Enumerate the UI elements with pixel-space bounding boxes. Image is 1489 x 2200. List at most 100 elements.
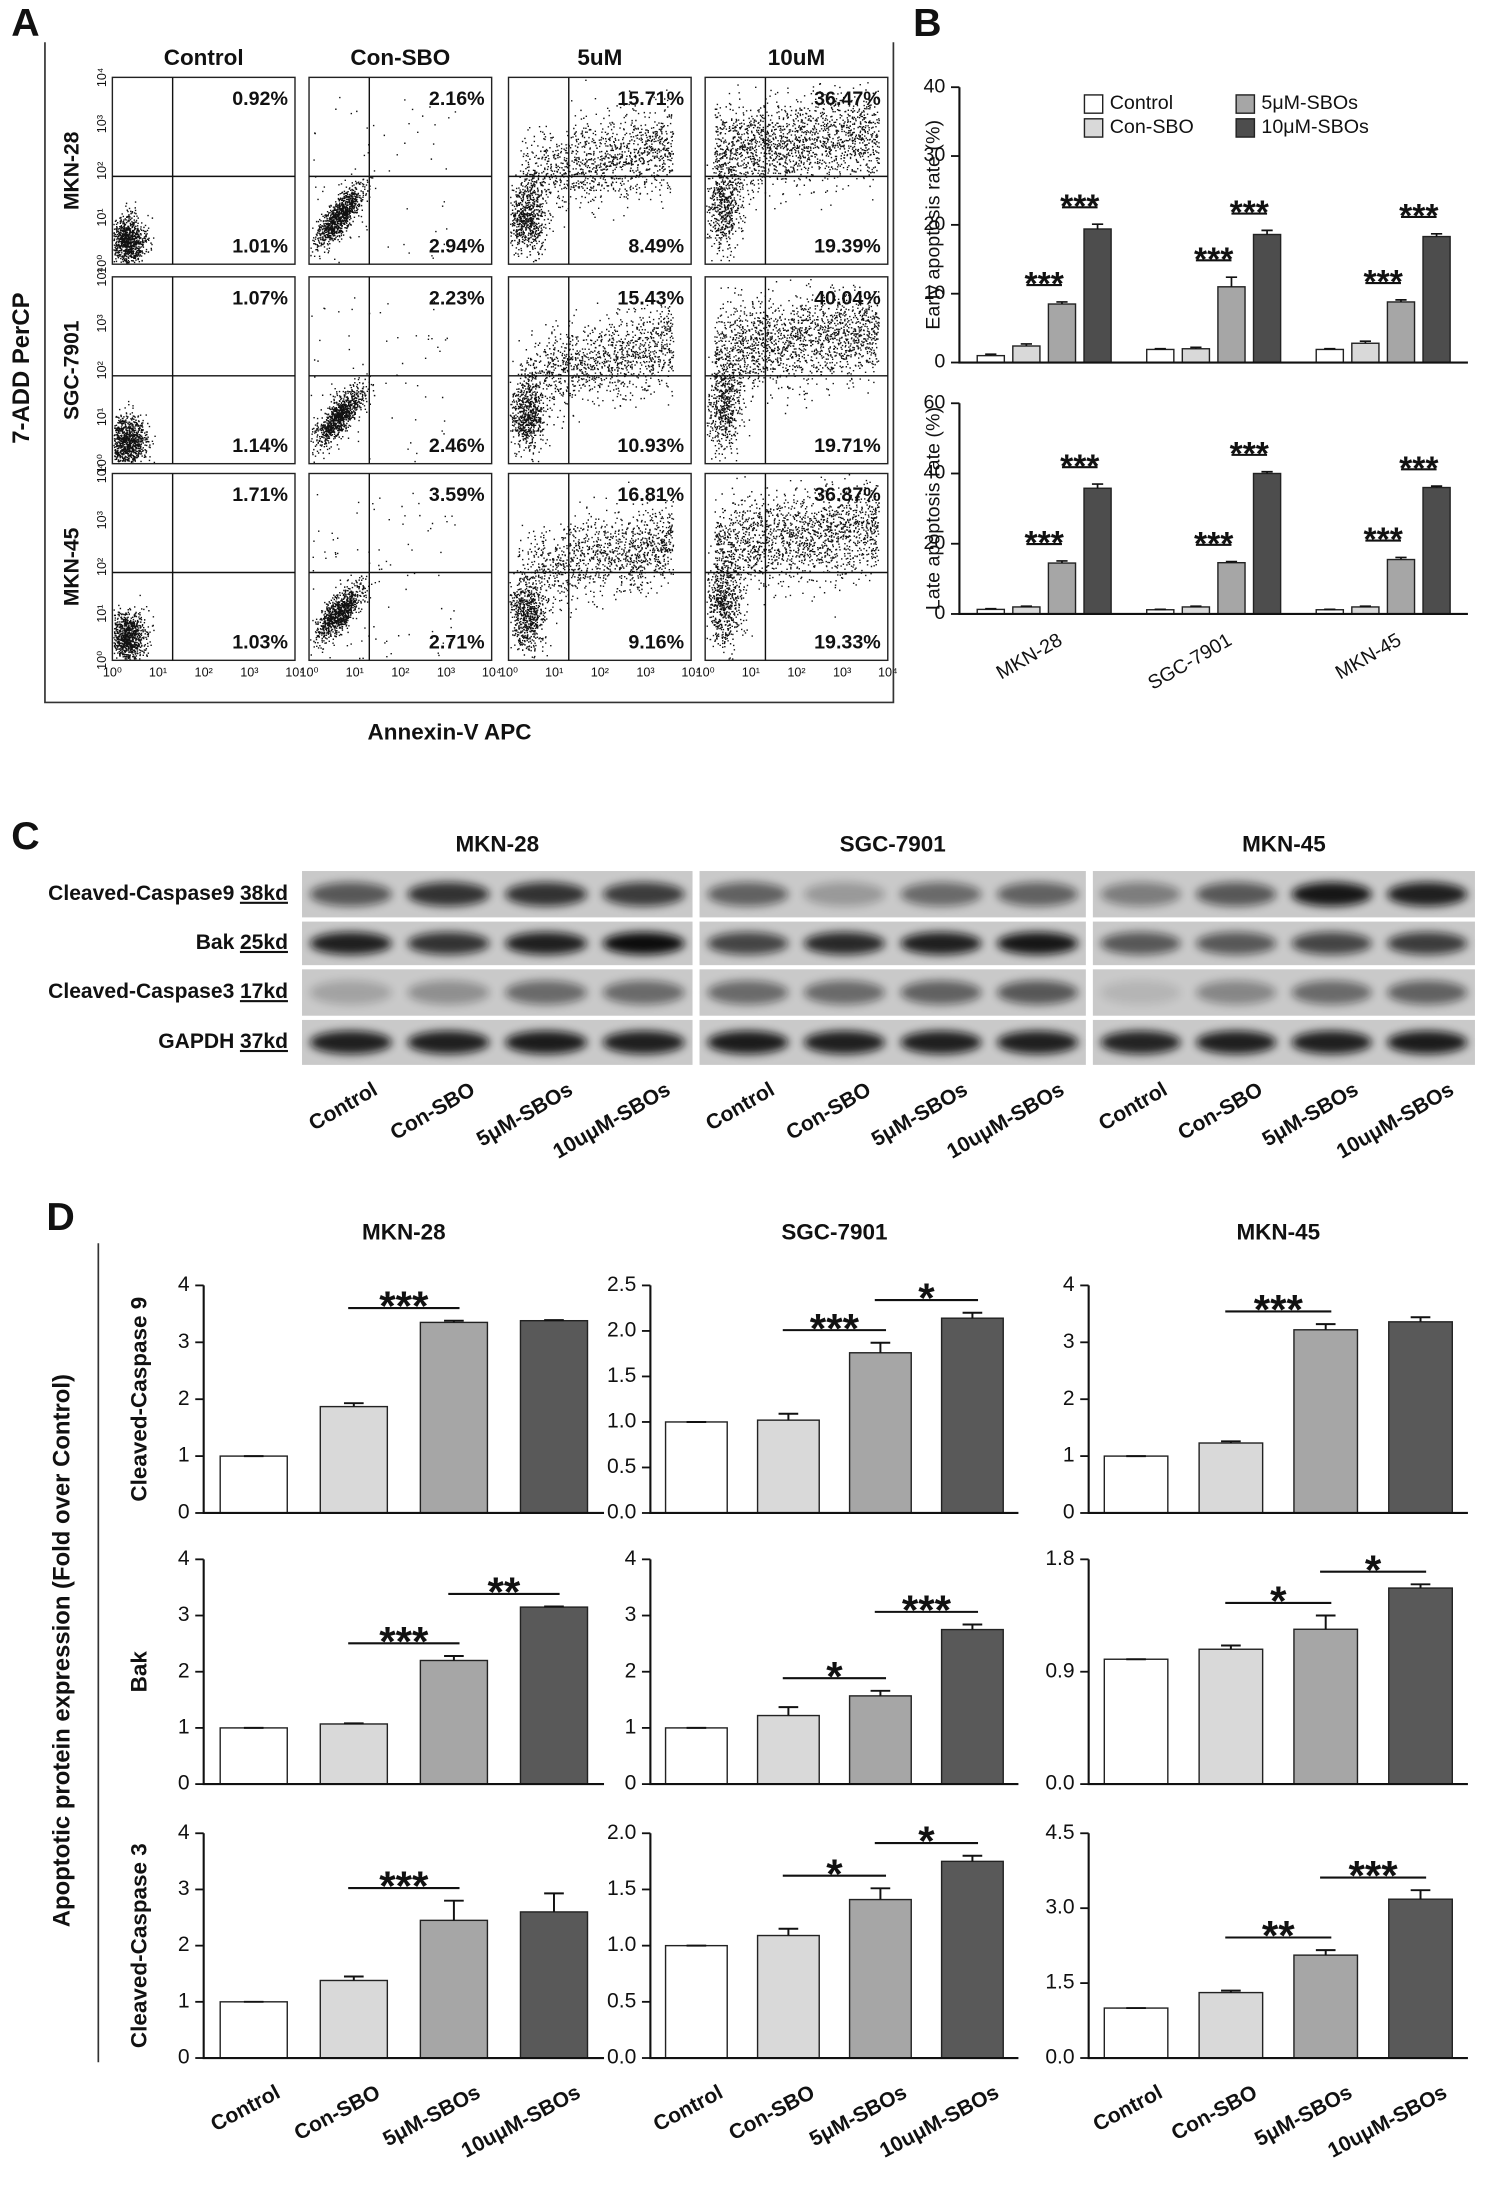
axis-title: Annexin-V APC (368, 719, 532, 744)
blot-band (1100, 1030, 1181, 1055)
bar (219, 1455, 288, 1514)
lane-label: Control (702, 1078, 778, 1135)
y-tick-label: 4 (625, 1547, 637, 1570)
error-bar (343, 1722, 364, 1725)
y-tick-label: 20 (923, 213, 945, 235)
quadrant-percent: 0.92% (232, 88, 288, 110)
bar (848, 1695, 912, 1785)
y-tick-label: 1 (178, 1715, 190, 1738)
y-tick-label: 2 (178, 1387, 190, 1410)
flow-plot-box (308, 472, 493, 662)
quadrant-percent: 10.93% (617, 435, 684, 457)
bar (664, 1421, 728, 1514)
panel-letter: A (11, 1, 39, 45)
bar (848, 1898, 912, 2059)
bar (1217, 561, 1246, 615)
quadrant-percent: 3.59% (429, 484, 485, 506)
bar (219, 2001, 288, 2059)
bar (519, 1911, 589, 2059)
legend-label: Control (1110, 92, 1173, 114)
y-axis-title: Cleaved-Caspase 9 (126, 1297, 151, 1502)
x-tick-label: 10³ (636, 665, 654, 679)
quadrant-percent: 40.04% (814, 287, 881, 309)
error-bar (962, 1311, 983, 1319)
bar (1103, 1658, 1169, 1785)
quadrant-percent: 1.71% (232, 484, 288, 506)
scatter-dots (113, 594, 155, 660)
bar (1315, 348, 1345, 364)
x-tick-label: Control (650, 2081, 727, 2136)
blot-band (900, 1030, 982, 1055)
quadrant-percent: 15.71% (617, 88, 684, 110)
axis-title: 7-ADD PerCP (8, 292, 35, 443)
error-bar (1190, 346, 1202, 349)
chart-title: MKN-28 (362, 1219, 446, 1244)
y-tick-label: 2 (625, 1659, 637, 1682)
lane-label: Con-SBO (1174, 1078, 1267, 1145)
significance-label: *** (1060, 187, 1100, 225)
panel-frame (44, 42, 895, 704)
blot-band (1291, 1030, 1372, 1055)
blot-band (602, 882, 685, 907)
blot-band (407, 932, 490, 955)
legend-label: Con-SBO (1110, 116, 1194, 138)
error-bar (985, 607, 997, 610)
blot-band (1196, 932, 1277, 955)
error-bar (1410, 1316, 1431, 1322)
legend-swatch (1083, 118, 1104, 138)
y-tick-label: 10³ (95, 115, 109, 133)
error-bar (1020, 343, 1032, 347)
bar (1293, 1628, 1359, 1785)
error-bar (1315, 1614, 1336, 1630)
y-tick-label: 1 (1063, 1444, 1075, 1467)
error-bar (1056, 560, 1068, 564)
x-tick-label: 10⁴ (681, 665, 700, 679)
error-bar (778, 1412, 799, 1421)
x-tick-label: Con-SBO (1168, 2081, 1261, 2145)
blot-band (996, 1030, 1079, 1055)
blot-band (602, 1030, 685, 1055)
axis-lines (958, 87, 1468, 364)
y-tick-label: 10² (95, 361, 109, 379)
bar (756, 1714, 820, 1785)
bar (1198, 1991, 1264, 2059)
blot-band (707, 932, 789, 955)
y-tick-label: 4 (1063, 1273, 1075, 1296)
y-tick-label: 0.5 (607, 1455, 636, 1478)
significance-label: *** (1230, 194, 1270, 232)
blot-band (1387, 882, 1468, 907)
y-tick-label: 1 (178, 1989, 190, 2012)
bar (1181, 348, 1211, 364)
error-bar (1190, 605, 1202, 608)
x-tick-label: 10⁴ (482, 665, 501, 679)
y-tick-label: 40 (923, 75, 945, 97)
blot-band (1291, 980, 1372, 1005)
panel-letter: C (11, 814, 39, 858)
protein-size: 17kd (240, 980, 288, 1003)
significance-label: *** (379, 1863, 429, 1910)
significance-label: *** (1399, 197, 1439, 235)
x-tick-label: 10³ (833, 665, 851, 679)
error-bar (1324, 347, 1336, 350)
lane-label: Control (305, 1078, 381, 1135)
flow-plot-box (704, 276, 889, 465)
error-bar (962, 1854, 983, 1862)
axis-lines (958, 403, 1468, 616)
protein-name: Cleaved-Caspase3 (48, 980, 234, 1003)
bar (1198, 1442, 1264, 1514)
y-tick-label: 10 (923, 282, 945, 304)
bar (1388, 1321, 1453, 1514)
y-tick-label: 3 (178, 1877, 190, 1900)
y-axis-title: Early apoptosis rate (%) (922, 120, 944, 330)
x-tick-label: 10⁴ (878, 665, 897, 679)
y-tick-label: 0 (934, 351, 945, 373)
significance-label: *** (1349, 1852, 1399, 1899)
quadrant-percent: 1.03% (232, 632, 288, 654)
bar (1103, 2007, 1169, 2059)
y-tick-label: 2 (178, 1659, 190, 1682)
error-bar (1430, 485, 1443, 488)
y-tick-label: 0.0 (607, 2046, 636, 2069)
x-tick-label: Con-SBO (725, 2081, 818, 2145)
blot-band (407, 980, 490, 1005)
